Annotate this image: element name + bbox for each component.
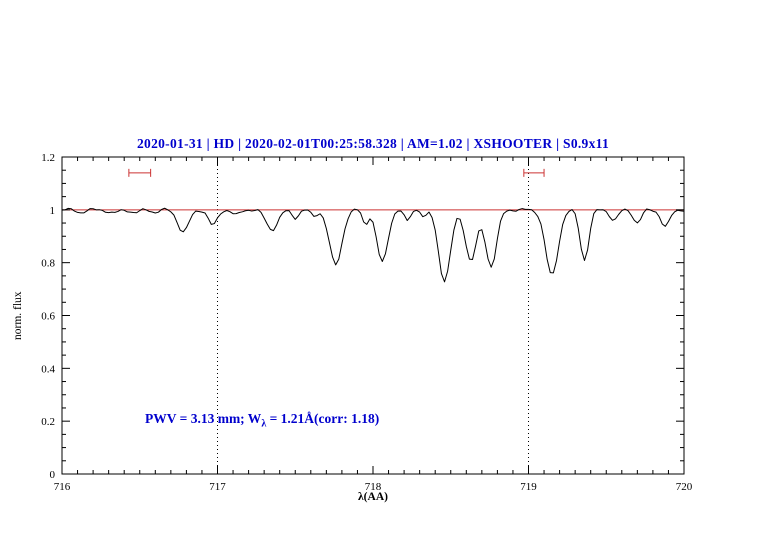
x-tick-label: 719 (520, 481, 537, 493)
y-tick-label: 1.2 (41, 152, 55, 164)
y-tick-label: 0.2 (41, 416, 55, 428)
x-tick-label: 716 (54, 481, 71, 493)
x-axis-label: λ(AA) (358, 491, 388, 503)
x-tick-label: 720 (676, 481, 693, 493)
y-tick-label: 0.4 (41, 363, 55, 375)
x-tick-label: 718 (365, 481, 382, 493)
y-tick-label: 1 (50, 205, 56, 217)
y-tick-label: 0.8 (41, 258, 55, 270)
y-tick-label: 0.6 (41, 311, 55, 323)
pwv-annotation-prefix: PWV = 3.13 mm; W (145, 411, 262, 426)
x-tick-label: 717 (209, 481, 226, 493)
y-tick-label: 0 (50, 469, 56, 481)
pwv-annotation-lambda-subscript: λ (261, 418, 267, 430)
pwv-annotation: PWV = 3.13 mm; Wλ = 1.21Å(corr: 1.18) (145, 411, 379, 430)
y-axis-label: norm. flux (12, 291, 24, 340)
spectrum-line (61, 207, 685, 283)
pwv-annotation-suffix: = 1.21Å(corr: 1.18) (266, 411, 380, 426)
plot-title: 2020-01-31 | HD | 2020-02-01T00:25:58.32… (136, 136, 610, 151)
